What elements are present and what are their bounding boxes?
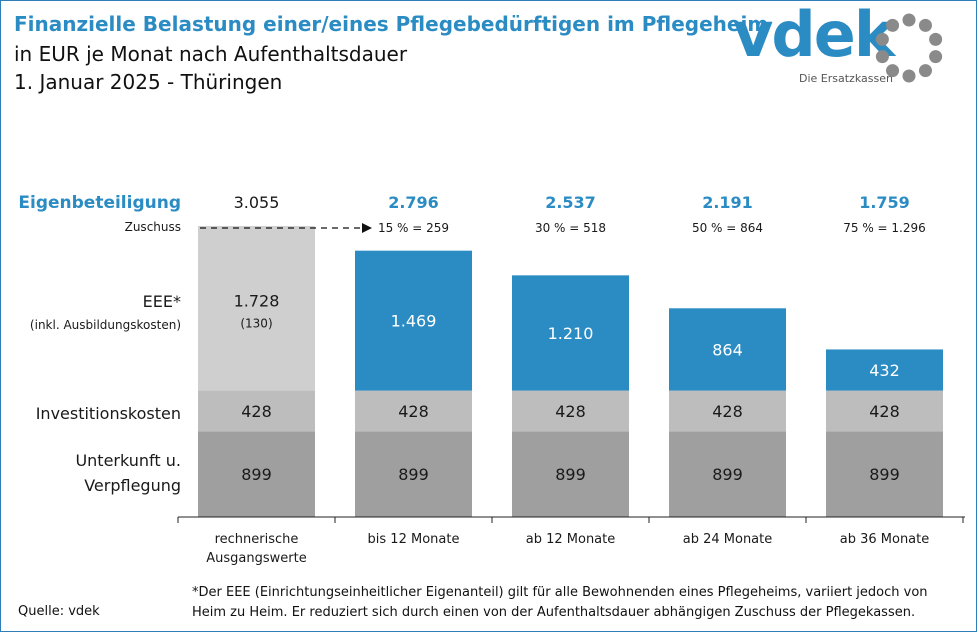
- bar-value-label: 428: [869, 402, 900, 421]
- logo-ring-dot: [875, 50, 889, 64]
- bar-value-label: 899: [555, 465, 586, 484]
- x-tick-label: ab 12 Monate: [526, 532, 616, 547]
- bar-segment-unterkunft: [198, 431, 315, 517]
- bar-value-label: 899: [398, 465, 429, 484]
- bar-segment-unterkunft: [355, 431, 472, 517]
- logo-ring-dot: [886, 18, 900, 32]
- row-label-investitionskosten: Investitionskosten: [36, 404, 181, 423]
- vdek-logo: vdek Die Ersatzkassen: [733, 4, 953, 88]
- x-tick-label: rechnerische: [215, 532, 299, 547]
- footnote-line-1: *Der EEE (Einrichtungseinheitlicher Eige…: [192, 585, 928, 600]
- logo-ring-dot: [875, 32, 889, 46]
- bar-value-label: 899: [712, 465, 743, 484]
- bar-segment-unterkunft: [826, 431, 943, 517]
- row-label-verpflegung: Verpflegung: [84, 476, 181, 495]
- footnote: *Der EEE (Einrichtungseinheitlicher Eige…: [192, 583, 928, 623]
- bar-segment-investitionskosten: [198, 390, 315, 432]
- bar-value-label: 899: [869, 465, 900, 484]
- bar-value-label: 432: [869, 361, 900, 380]
- source-note: Quelle: vdek: [18, 604, 100, 619]
- zuschuss-value: 15 % = 259: [378, 221, 449, 235]
- logo-wordmark: vdek: [733, 0, 895, 71]
- bar-value-label: 428: [241, 402, 272, 421]
- bar-segment-eee: [669, 308, 786, 391]
- x-tick-label: bis 12 Monate: [368, 532, 460, 547]
- bar-sub-value-label: (130): [240, 316, 272, 330]
- row-label-eee-note: (inkl. Ausbildungskosten): [30, 318, 181, 332]
- bar-segment-eee: [512, 275, 629, 391]
- logo-ring-dot: [929, 32, 943, 46]
- row-label-zuschuss: Zuschuss: [125, 220, 181, 234]
- bar-value-label: 899: [241, 465, 272, 484]
- eigenbeteiligung-value: 2.191: [702, 193, 753, 212]
- logo-ring-dot: [918, 18, 932, 32]
- bar-value-label: 428: [555, 402, 586, 421]
- logo-ring-dot: [902, 13, 916, 27]
- row-label-eigenbeteiligung: Eigenbeteiligung: [18, 193, 181, 213]
- bar-value-label: 864: [712, 340, 743, 359]
- bar-value-label: 1.728: [234, 291, 280, 310]
- bar-value-label: 428: [712, 402, 743, 421]
- bar-segment-eee: [355, 250, 472, 391]
- logo-ring-dot: [918, 64, 932, 78]
- eigenbeteiligung-value: 3.055: [234, 193, 280, 212]
- bar-value-label: 1.469: [391, 312, 437, 331]
- bar-segment-investitionskosten: [512, 390, 629, 432]
- footnote-line-2: Heim zu Heim. Er reduziert sich durch ei…: [192, 605, 916, 620]
- logo-ring-dot: [929, 50, 943, 64]
- x-tick-label: ab 36 Monate: [840, 532, 930, 547]
- zuschuss-value: 30 % = 518: [535, 221, 606, 235]
- x-tick-label: Ausgangswerte: [206, 551, 306, 566]
- eigenbeteiligung-value: 2.537: [545, 193, 596, 212]
- bar-segment-investitionskosten: [826, 390, 943, 432]
- row-label-eee: EEE*: [143, 292, 181, 311]
- chart-title: Finanzielle Belastung einer/eines Pflege…: [14, 12, 769, 36]
- zuschuss-value: 50 % = 864: [692, 221, 763, 235]
- logo-tagline: Die Ersatzkassen: [799, 72, 893, 85]
- bar-segment-eee: [198, 226, 315, 391]
- eigenbeteiligung-value: 2.796: [388, 193, 439, 212]
- bar-segment-eee: [826, 349, 943, 391]
- logo-ring-dot: [886, 64, 900, 78]
- bar-value-label: 1.210: [548, 324, 594, 343]
- logo-ring-dot: [902, 69, 916, 83]
- bar-segment-investitionskosten: [355, 390, 472, 432]
- bar-segment-unterkunft: [669, 431, 786, 517]
- eigenbeteiligung-value: 1.759: [859, 193, 910, 212]
- chart-subtitle: in EUR je Monat nach Aufenthaltsdauer: [14, 42, 408, 66]
- zuschuss-value: 75 % = 1.296: [843, 221, 926, 235]
- chart-subtitle-date-region: 1. Januar 2025 - Thüringen: [14, 70, 283, 94]
- x-tick-label: ab 24 Monate: [683, 532, 773, 547]
- row-label-unterkunft: Unterkunft u.: [75, 451, 181, 470]
- bar-segment-unterkunft: [512, 431, 629, 517]
- zuschuss-arrowhead: [362, 223, 372, 233]
- logo-ring-icon: [875, 13, 943, 83]
- bar-segment-investitionskosten: [669, 390, 786, 432]
- bar-value-label: 428: [398, 402, 429, 421]
